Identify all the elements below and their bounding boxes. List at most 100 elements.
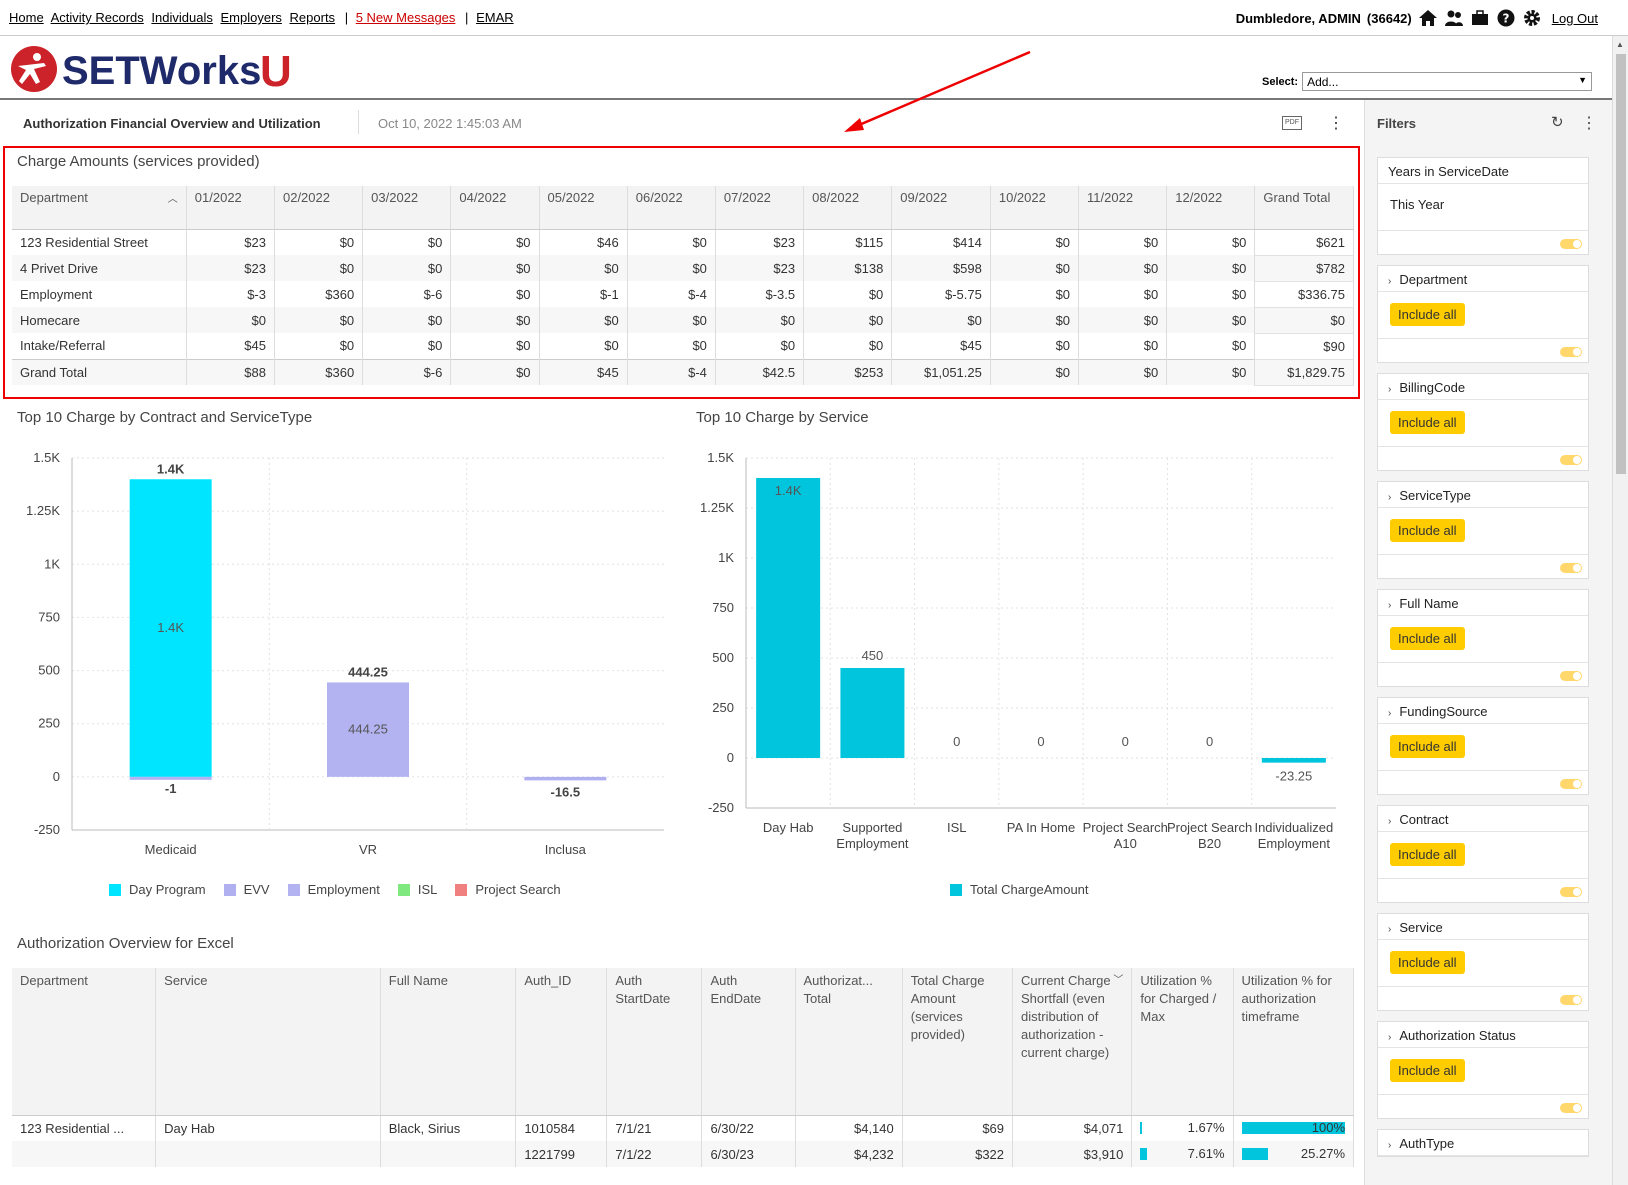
chevron-right-icon[interactable]: › xyxy=(1388,816,1392,827)
filter-card-title[interactable]: › ServiceType xyxy=(1378,482,1588,508)
chevron-right-icon[interactable]: › xyxy=(1388,1032,1392,1043)
briefcase-icon[interactable] xyxy=(1470,9,1490,27)
filter-toggle[interactable] xyxy=(1560,563,1582,573)
column-header[interactable]: Utilization % for Charged / Max xyxy=(1131,968,1234,1116)
more-options-icon[interactable]: ⋮ xyxy=(1328,115,1344,132)
column-header-department[interactable]: Department ︿ xyxy=(12,186,187,230)
filter-toggle[interactable] xyxy=(1560,455,1582,465)
column-header[interactable]: 07/2022 xyxy=(715,186,805,230)
chevron-right-icon[interactable]: › xyxy=(1388,276,1392,287)
filter-toggle[interactable] xyxy=(1560,995,1582,1005)
column-header[interactable]: Full Name xyxy=(380,968,517,1116)
chevron-right-icon[interactable]: › xyxy=(1388,600,1392,611)
column-header[interactable]: 04/2022 xyxy=(450,186,540,230)
column-header[interactable]: Auth StartDate xyxy=(606,968,703,1116)
nav-activity-records-link[interactable]: Activity Records xyxy=(50,10,144,25)
column-header-shortfall[interactable]: ﹀ Current Charge Shortfall (even distribu… xyxy=(1012,968,1133,1116)
filter-toggle[interactable] xyxy=(1560,239,1582,249)
chevron-right-icon[interactable]: › xyxy=(1388,924,1392,935)
column-header[interactable]: Authorizat... Total xyxy=(795,968,903,1116)
table-cell: $115 xyxy=(803,229,893,255)
column-header[interactable]: Department xyxy=(12,968,157,1116)
table-cell: $0 xyxy=(803,307,893,333)
chevron-right-icon[interactable]: › xyxy=(1388,708,1392,719)
pdf-export-icon[interactable]: PDF xyxy=(1282,116,1302,130)
table-cell-dept xyxy=(12,1141,157,1167)
gear-icon[interactable] xyxy=(1522,9,1542,27)
filter-toggle[interactable] xyxy=(1560,1103,1582,1113)
column-header[interactable]: 06/2022 xyxy=(627,186,716,230)
filter-card-title[interactable]: › Full Name xyxy=(1378,590,1588,616)
include-all-button[interactable]: Include all xyxy=(1390,1059,1465,1082)
include-all-button[interactable]: Include all xyxy=(1390,411,1465,434)
logout-link[interactable]: Log Out xyxy=(1551,10,1598,26)
filter-card-title[interactable]: › AuthType xyxy=(1378,1130,1588,1156)
filter-card-title[interactable]: › Department xyxy=(1378,266,1588,292)
legend-item[interactable]: Day Program xyxy=(109,882,206,897)
table-cell-start: 7/1/21 xyxy=(606,1115,703,1141)
include-all-button[interactable]: Include all xyxy=(1390,627,1465,650)
chevron-right-icon[interactable]: › xyxy=(1388,1140,1392,1151)
header-divider xyxy=(358,110,359,134)
sort-desc-icon[interactable]: ﹀ xyxy=(1113,975,1124,986)
table-cell: $23 xyxy=(715,229,805,255)
column-header[interactable]: 12/2022 xyxy=(1166,186,1256,230)
scroll-up-icon[interactable]: ▲ xyxy=(1616,40,1624,49)
column-header[interactable]: 05/2022 xyxy=(539,186,628,230)
legend-item[interactable]: Employment xyxy=(287,882,380,897)
home-icon[interactable] xyxy=(1418,9,1438,27)
filters-more-icon[interactable]: ⋮ xyxy=(1581,115,1597,132)
chevron-right-icon[interactable]: › xyxy=(1388,492,1392,503)
people-icon[interactable] xyxy=(1444,9,1464,27)
filter-toggle[interactable] xyxy=(1560,887,1582,897)
column-header[interactable]: 08/2022 xyxy=(803,186,893,230)
scrollbar-thumb[interactable] xyxy=(1616,54,1626,474)
filter-card-title[interactable]: Years in ServiceDate xyxy=(1378,158,1588,184)
header-divider xyxy=(0,98,1612,100)
filter-card-title[interactable]: › Service xyxy=(1378,914,1588,940)
filter-card-title[interactable]: › Authorization Status xyxy=(1378,1022,1588,1048)
emar-link[interactable]: EMAR xyxy=(476,10,514,25)
filter-toggle[interactable] xyxy=(1560,779,1582,789)
bar-value-label: 450 xyxy=(862,648,884,663)
column-header[interactable]: 02/2022 xyxy=(274,186,364,230)
new-messages-link[interactable]: 5 New Messages xyxy=(355,10,456,25)
include-all-button[interactable]: Include all xyxy=(1390,951,1465,974)
page-scrollbar[interactable]: ▲ xyxy=(1612,36,1628,1185)
column-header[interactable]: 09/2022 xyxy=(891,186,991,230)
include-all-button[interactable]: Include all xyxy=(1390,519,1465,542)
help-icon[interactable]: ? xyxy=(1496,9,1516,27)
include-all-button[interactable]: Include all xyxy=(1390,843,1465,866)
column-header[interactable]: Total Charge Amount (services provided) xyxy=(902,968,1014,1116)
chevron-right-icon[interactable]: › xyxy=(1388,384,1392,395)
column-header[interactable]: Auth_ID xyxy=(515,968,608,1116)
column-header[interactable]: Service xyxy=(155,968,381,1116)
filter-card-footer xyxy=(1378,770,1588,794)
column-header[interactable]: 10/2022 xyxy=(990,186,1080,230)
column-header[interactable]: 03/2022 xyxy=(362,186,452,230)
column-header[interactable]: Auth EndDate xyxy=(701,968,796,1116)
column-header[interactable]: Grand Total xyxy=(1254,186,1354,230)
column-header[interactable]: Utilization % for authorization timefram… xyxy=(1233,968,1355,1116)
reset-icon[interactable]: ↻ xyxy=(1551,114,1564,131)
sort-asc-icon[interactable]: ︿ xyxy=(167,194,178,205)
legend-item[interactable]: EVV xyxy=(223,882,270,897)
nav-reports-link[interactable]: Reports xyxy=(289,10,336,25)
filter-card-title[interactable]: › Contract xyxy=(1378,806,1588,832)
filter-card-title[interactable]: › FundingSource xyxy=(1378,698,1588,724)
nav-employers-link[interactable]: Employers xyxy=(220,10,282,25)
filter-toggle[interactable] xyxy=(1560,671,1582,681)
include-all-button[interactable]: Include all xyxy=(1390,303,1465,326)
nav-individuals-link[interactable]: Individuals xyxy=(151,10,213,25)
legend-swatch xyxy=(397,883,410,896)
legend-item[interactable]: Total ChargeAmount xyxy=(950,882,1089,897)
include-all-button[interactable]: Include all xyxy=(1390,735,1465,758)
add-select[interactable]: Add... ▼ xyxy=(1302,72,1593,91)
column-header[interactable]: 01/2022 xyxy=(186,186,275,230)
filter-toggle[interactable] xyxy=(1560,347,1582,357)
column-header[interactable]: 11/2022 xyxy=(1078,186,1168,230)
legend-item[interactable]: ISL xyxy=(397,882,437,897)
filter-card-title[interactable]: › BillingCode xyxy=(1378,374,1588,400)
legend-item[interactable]: Project Search xyxy=(455,882,561,897)
nav-home-link[interactable]: Home xyxy=(9,10,44,25)
